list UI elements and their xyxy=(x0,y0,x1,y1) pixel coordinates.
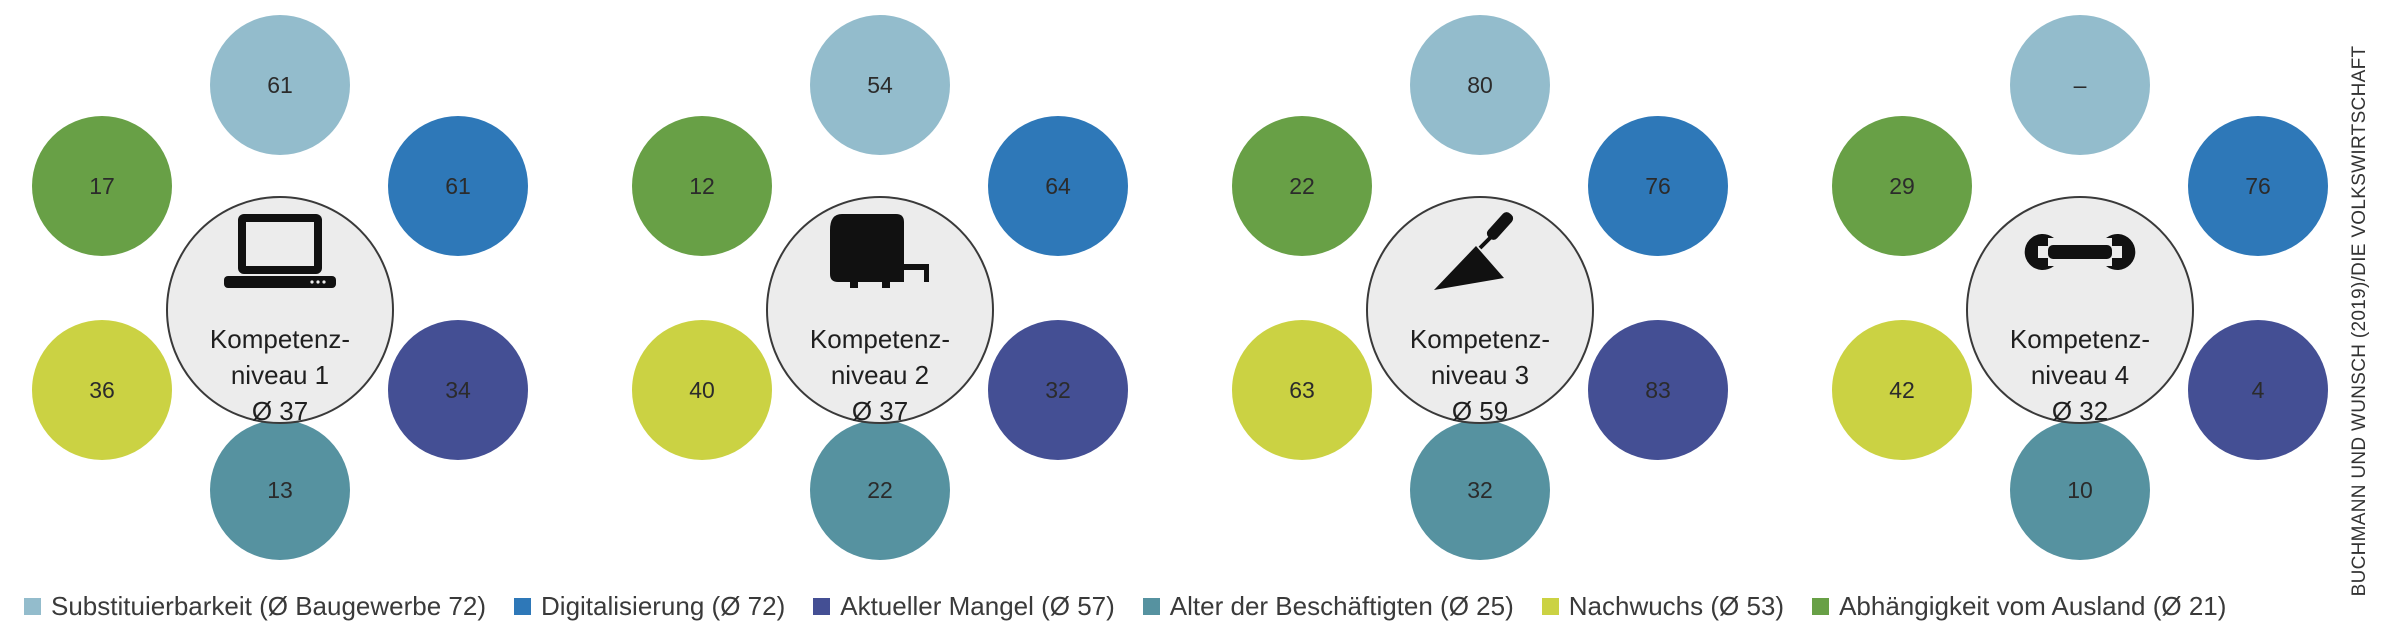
bubble-value-substituierbarkeit: 80 xyxy=(1467,72,1493,98)
bubble-value-substituierbarkeit: 54 xyxy=(867,72,893,98)
center-label-line1: Kompetenz- xyxy=(810,324,950,354)
legend-swatch-ausland xyxy=(1812,597,1830,615)
legend-item-digitalisierung: Digitalisierung (Ø 72) xyxy=(514,591,785,622)
bubble-value-nachwuchs: 42 xyxy=(1889,377,1915,403)
legend-label-nachwuchs: Nachwuchs (Ø 53) xyxy=(1568,590,1785,621)
bubble-mangel xyxy=(988,320,1128,460)
bubble-nachwuchs xyxy=(32,320,172,460)
center-label-line2: niveau 4 xyxy=(2031,360,2129,390)
center-label-line2: niveau 3 xyxy=(1431,360,1529,390)
bubble-value-substituierbarkeit: – xyxy=(2074,72,2087,98)
bubble-ausland xyxy=(1232,116,1372,256)
source-credit: BUCHMANN UND WUNSCH (2019)/DIE VOLKSWIRT… xyxy=(2349,45,2370,597)
legend-item-substituierbarkeit: Substituierbarkeit (Ø Baugewerbe 72) xyxy=(24,591,486,622)
bubble-mangel xyxy=(2188,320,2328,460)
bubble-digitalisierung xyxy=(1588,116,1728,256)
center-disc xyxy=(1366,196,1594,424)
bubble-value-substituierbarkeit: 61 xyxy=(267,72,293,98)
bubble-digitalisierung xyxy=(988,116,1128,256)
tape-measure-icon xyxy=(830,214,929,288)
bubble-nachwuchs xyxy=(632,320,772,460)
bubble-value-mangel: 4 xyxy=(2252,377,2265,403)
bubble-value-ausland: 29 xyxy=(1889,173,1915,199)
bubble-digitalisierung xyxy=(388,116,528,256)
bubble-value-nachwuchs: 40 xyxy=(689,377,715,403)
wrench-icon xyxy=(2024,234,2136,270)
center-label-line1: Kompetenz- xyxy=(2010,324,2150,354)
center-average: Ø 32 xyxy=(2052,396,2108,426)
bubble-value-mangel: 83 xyxy=(1645,377,1671,403)
bubble-value-nachwuchs: 63 xyxy=(1289,377,1315,403)
legend-item-nachwuchs: Nachwuchs (Ø 53) xyxy=(1541,590,1785,622)
bubble-ausland xyxy=(1832,116,1972,256)
bubble-value-alter: 13 xyxy=(267,477,293,503)
bubble-substituierbarkeit xyxy=(2010,15,2150,155)
legend-swatch-nachwuchs xyxy=(1541,597,1559,615)
bubble-mangel xyxy=(388,320,528,460)
bubble-value-alter: 10 xyxy=(2067,477,2093,503)
legend: Substituierbarkeit (Ø Baugewerbe 72) Dig… xyxy=(24,586,2324,626)
legend-item-ausland: Abhängigkeit vom Ausland (Ø 21) xyxy=(1812,591,2226,622)
bubble-nachwuchs xyxy=(1832,320,1972,460)
legend-item-alter: Alter der Beschäftigten (Ø 25) xyxy=(1142,590,1514,622)
center-disc xyxy=(1966,196,2194,424)
center-label-line1: Kompetenz- xyxy=(1410,324,1550,354)
bubble-value-alter: 22 xyxy=(867,477,893,503)
center-label-line2: niveau 2 xyxy=(831,360,929,390)
bubble-ausland xyxy=(632,116,772,256)
bubble-value-digitalisierung: 76 xyxy=(1645,173,1671,199)
legend-label-ausland: Abhängigkeit vom Ausland (Ø 21) xyxy=(1839,590,2227,621)
bubble-value-nachwuchs: 36 xyxy=(89,377,115,403)
bubble-value-mangel: 34 xyxy=(445,377,471,403)
legend-label-digitalisierung: Digitalisierung (Ø 72) xyxy=(541,590,786,621)
center-disc xyxy=(766,196,994,424)
trowel-icon xyxy=(1434,212,1514,290)
cluster-2: 54 64 32 22 40 12 Kompetenz-niveau 2 Ø 37 xyxy=(632,15,1128,560)
cluster-4: – 76 4 10 42 29 Kompetenz-niveau 4 Ø 32 xyxy=(1832,15,2328,560)
bubble-substituierbarkeit xyxy=(210,15,350,155)
bubble-value-digitalisierung: 64 xyxy=(1045,173,1071,199)
laptop-icon xyxy=(224,214,336,288)
bubble-nachwuchs xyxy=(1232,320,1372,460)
bubble-substituierbarkeit xyxy=(1410,15,1550,155)
center-label-line2: niveau 1 xyxy=(231,360,329,390)
chart-canvas: 61 61 34 13 36 17 Kompetenz-niveau 1 Ø 37 54 64 32… xyxy=(32,15,2328,560)
bubble-alter xyxy=(210,420,350,560)
center-average: Ø 59 xyxy=(1452,396,1508,426)
bubble-value-ausland: 17 xyxy=(89,173,115,199)
center-disc xyxy=(166,196,394,424)
bubble-alter xyxy=(2010,420,2150,560)
bubble-mangel xyxy=(1588,320,1728,460)
bubble-alter xyxy=(810,420,950,560)
bubble-substituierbarkeit xyxy=(810,15,950,155)
bubble-value-digitalisierung: 61 xyxy=(445,173,471,199)
cluster-1: 61 61 34 13 36 17 Kompetenz-niveau 1 Ø 37 xyxy=(32,15,528,560)
legend-swatch-mangel xyxy=(813,597,831,615)
center-average: Ø 37 xyxy=(852,396,908,426)
bubble-value-mangel: 32 xyxy=(1045,377,1071,403)
bubble-value-digitalisierung: 76 xyxy=(2245,173,2271,199)
bubble-value-alter: 32 xyxy=(1467,477,1493,503)
legend-label-substituierbarkeit: Substituierbarkeit (Ø Baugewerbe 72) xyxy=(51,590,487,621)
bubble-value-ausland: 12 xyxy=(689,173,715,199)
legend-label-mangel: Aktueller Mangel (Ø 57) xyxy=(840,590,1115,621)
legend-label-alter: Alter der Beschäftigten (Ø 25) xyxy=(1169,590,1514,621)
bubble-value-ausland: 22 xyxy=(1289,173,1315,199)
center-label-line1: Kompetenz- xyxy=(210,324,350,354)
bubble-alter xyxy=(1410,420,1550,560)
legend-swatch-substituierbarkeit xyxy=(24,597,41,615)
bubble-digitalisierung xyxy=(2188,116,2328,256)
cluster-3: 80 76 83 32 63 22 Kompetenz-niveau 3 Ø 59 xyxy=(1232,15,1728,560)
center-average: Ø 37 xyxy=(252,396,308,426)
legend-swatch-digitalisierung xyxy=(514,597,532,615)
bubble-ausland xyxy=(32,116,172,256)
legend-item-mangel: Aktueller Mangel (Ø 57) xyxy=(813,591,1115,622)
legend-swatch-alter xyxy=(1142,597,1160,615)
